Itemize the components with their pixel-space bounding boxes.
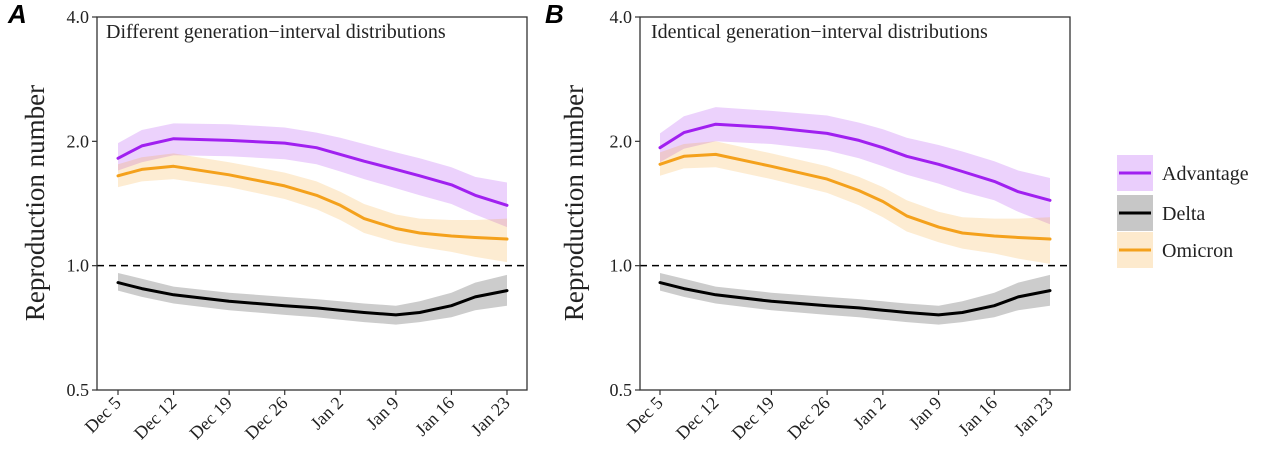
- panel-a: A Reproduction number Different generati…: [7, 0, 528, 444]
- panel-b-x-tick-label: Jan 9: [905, 393, 946, 434]
- panel-a-plot-border: [96, 16, 528, 391]
- panel-a-x-tick-label: Dec 26: [241, 393, 292, 444]
- panel-b-x-tick-label: Jan 23: [1010, 393, 1057, 440]
- panel-a-omicron-line: [116, 164, 509, 241]
- panel-a-x-tick-label: Dec 12: [130, 393, 181, 444]
- panel-b-omicron-ci-band: [660, 141, 1050, 264]
- panel-a-x-tick-label: Dec 19: [185, 393, 236, 444]
- panel-b-y-tick-label: 4.0: [610, 7, 633, 27]
- panel-a-x-tick-label: Jan 23: [467, 393, 514, 440]
- panel-b-advantage-line: [658, 122, 1052, 202]
- panel-a-y-axis-label: Reproduction number: [20, 85, 50, 321]
- panel-a-y-tick-label: 2.0: [67, 131, 90, 151]
- legend-item-delta: Delta: [1117, 195, 1205, 231]
- panel-b-x-tick-label: Dec 26: [783, 393, 834, 444]
- panel-b: B Reproduction number Identical generati…: [545, 0, 1071, 444]
- panel-a-y-tick-label: 4.0: [67, 7, 90, 27]
- panel-b-delta-ci-band: [660, 273, 1050, 325]
- panel-a-x-tick-label: Jan 16: [411, 393, 458, 440]
- panel-b-x-tick-label: Jan 2: [849, 393, 890, 434]
- panel-b-delta-line: [658, 281, 1052, 317]
- panel-a-y-tick-label: 1.0: [67, 256, 90, 276]
- panel-a-omicron-ci-band: [118, 153, 507, 263]
- legend-label-omicron: Omicron: [1162, 240, 1233, 262]
- panel-b-x-tick-label: Dec 19: [728, 393, 779, 444]
- panel-a-x-tick-label: Jan 9: [362, 393, 403, 434]
- panel-b-letter: B: [545, 0, 564, 29]
- panel-b-omicron-line: [658, 152, 1052, 241]
- legend-label-advantage: Advantage: [1162, 163, 1249, 185]
- panel-a-advantage-ci-band: [118, 123, 507, 228]
- panel-b-x-tick-label: Jan 16: [954, 393, 1001, 440]
- panel-b-plot-border: [639, 16, 1071, 391]
- panel-a-delta-ci-band: [118, 273, 507, 325]
- panel-a-x-tick-label: Jan 2: [306, 393, 347, 434]
- panel-b-y-tick-label: 1.0: [610, 256, 633, 276]
- panel-a-delta-line: [116, 281, 509, 317]
- legend: Advantage Delta Omicron: [1117, 155, 1249, 268]
- panel-b-title: Identical generation−interval distributi…: [651, 21, 988, 43]
- panel-a-y-tick-label: 0.5: [67, 380, 90, 400]
- panel-b-y-axis-label: Reproduction number: [559, 85, 589, 321]
- panel-a-advantage-line: [116, 137, 509, 207]
- legend-label-delta: Delta: [1162, 203, 1205, 225]
- panel-b-advantage-ci-band: [660, 107, 1050, 225]
- panel-a-title: Different generation−interval distributi…: [106, 21, 446, 43]
- panel-b-x-tick-label: Dec 12: [672, 393, 723, 444]
- panel-a-letter: A: [7, 0, 27, 29]
- panel-b-y-tick-label: 2.0: [610, 131, 633, 151]
- legend-item-advantage: Advantage: [1117, 155, 1249, 191]
- panel-b-y-tick-label: 0.5: [610, 380, 633, 400]
- legend-item-omicron: Omicron: [1117, 232, 1233, 268]
